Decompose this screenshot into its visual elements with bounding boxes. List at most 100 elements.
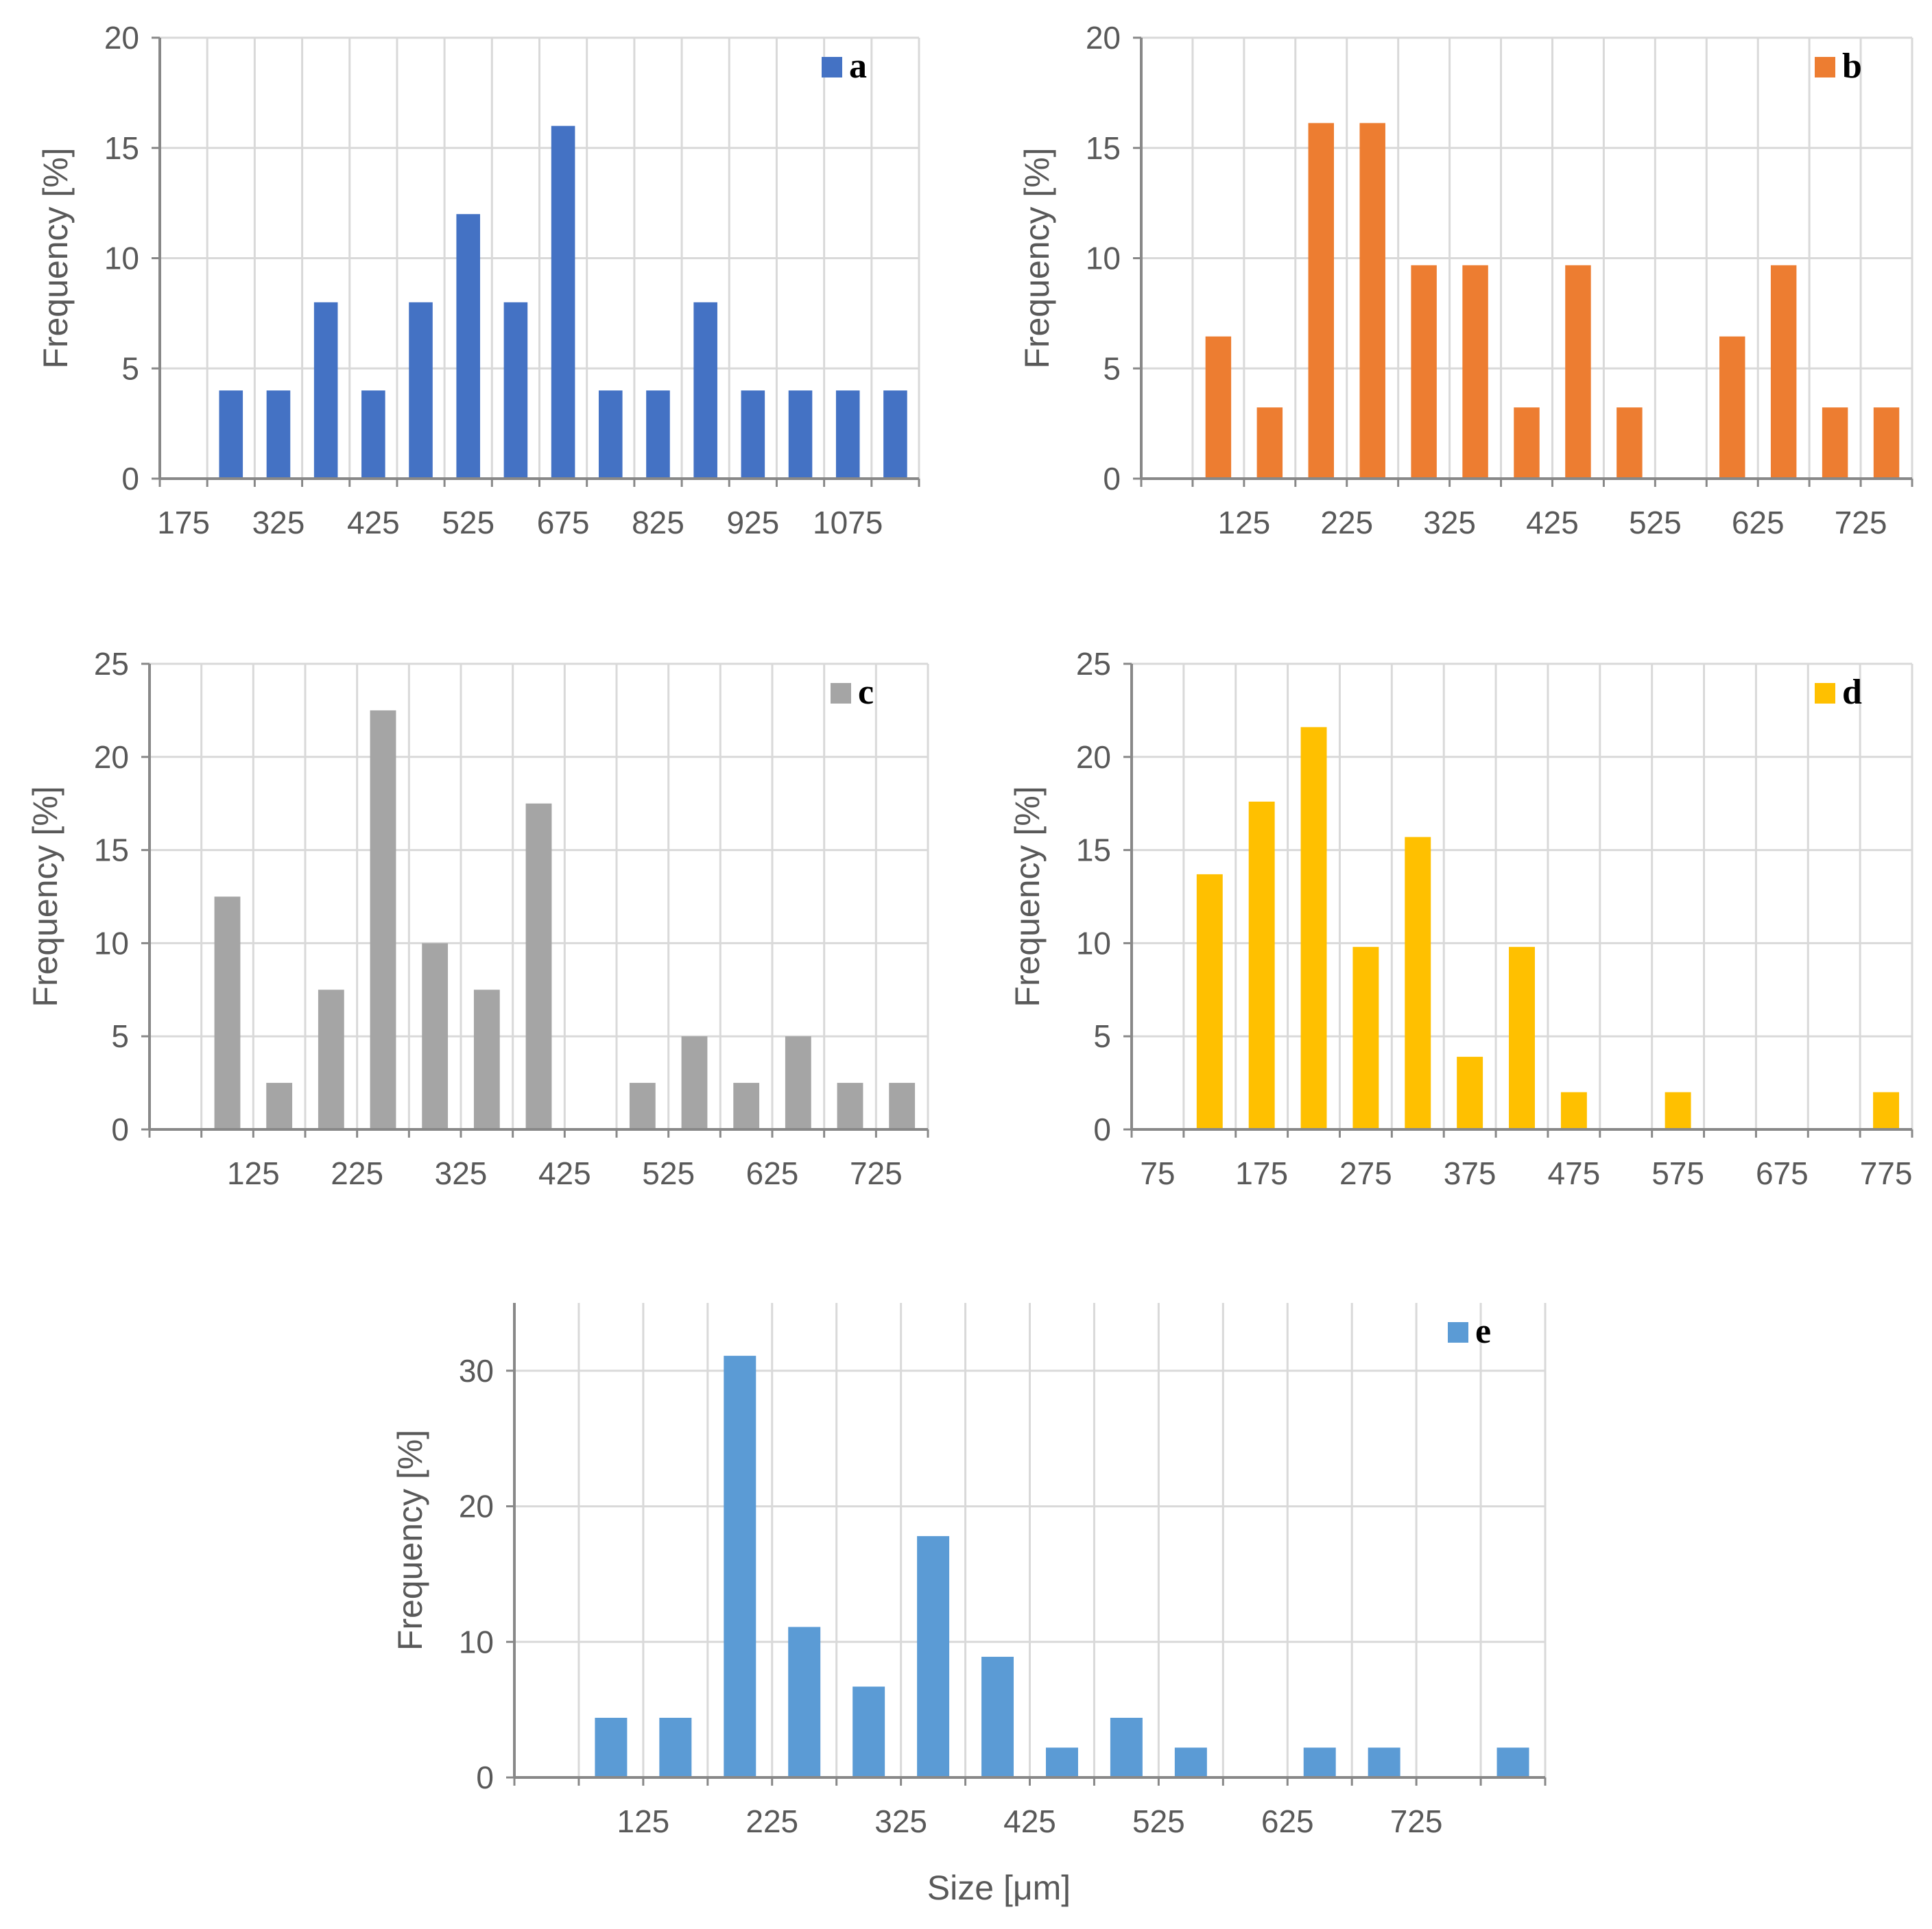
bar-e-3 <box>724 1356 756 1777</box>
bar-a-8 <box>551 125 575 479</box>
bar-e-5 <box>852 1686 885 1777</box>
bar-e-7 <box>981 1657 1014 1777</box>
bar-b-13 <box>1822 407 1848 479</box>
bar-a-9 <box>598 390 623 479</box>
x-tick-label: 75 <box>1140 1155 1175 1191</box>
bar-b-6 <box>1462 265 1488 479</box>
y-tick-label: 5 <box>121 350 139 386</box>
y-tick-label: 20 <box>1086 20 1121 56</box>
y-axis-title-b: Frequency [%] <box>1018 147 1056 368</box>
bar-a-7 <box>503 302 528 479</box>
chart-e: 0 10 20 30 125 225 325 425 525 625 725 Frequency [%… <box>391 1303 1547 1839</box>
y-axis-title-a: Frequency [%] <box>36 147 75 368</box>
bar-a-14 <box>835 390 860 479</box>
x-tick-label: 425 <box>1526 505 1579 540</box>
x-tick-label: 175 <box>1235 1155 1288 1191</box>
x-tick-label: 775 <box>1860 1155 1913 1191</box>
bar-b-11 <box>1719 336 1745 479</box>
bar-b-4 <box>1359 123 1385 479</box>
y-axis-title-d: Frequency [%] <box>1008 786 1047 1007</box>
y-tick-label: 20 <box>459 1489 494 1524</box>
y-tick-label: 30 <box>459 1353 494 1389</box>
y-tick-label: 5 <box>111 1018 129 1054</box>
bar-a-15 <box>883 390 907 479</box>
bar-d-5 <box>1405 837 1431 1129</box>
bar-d-2 <box>1248 801 1275 1129</box>
bar-e-2 <box>659 1718 692 1777</box>
bar-b-12 <box>1770 265 1797 479</box>
x-tick-label: 825 <box>632 505 684 540</box>
bar-c-2 <box>266 1083 293 1129</box>
y-tick-label: 20 <box>104 20 139 56</box>
bar-d-14 <box>1873 1092 1900 1129</box>
bar-b-14 <box>1873 407 1900 479</box>
x-tick-label: 925 <box>726 505 779 540</box>
legend-swatch-b <box>1815 57 1835 77</box>
bar-d-7 <box>1509 946 1535 1129</box>
bar-e-6 <box>917 1536 950 1777</box>
bar-d-8 <box>1560 1092 1587 1129</box>
y-tick-label: 10 <box>104 241 139 276</box>
bar-b-9 <box>1617 407 1643 479</box>
x-tick-label: 125 <box>227 1155 280 1191</box>
bar-e-4 <box>788 1627 821 1777</box>
chart-a: 0 5 10 15 20 175 325 425 525 675 825 925 1075 Frequen… <box>36 20 920 540</box>
bar-c-11 <box>733 1083 760 1129</box>
x-tick-label: 125 <box>617 1804 670 1839</box>
chart-b: 0 5 10 15 20 125 225 325 425 525 625 725 Frequency [… <box>1018 20 1913 540</box>
bar-b-2 <box>1256 407 1283 479</box>
bar-a-4 <box>361 390 385 479</box>
legend-swatch-d <box>1815 683 1835 704</box>
bar-d-10 <box>1665 1092 1691 1129</box>
x-tick-label: 325 <box>874 1804 927 1839</box>
x-tick-label: 725 <box>1390 1804 1443 1839</box>
bar-c-13 <box>837 1083 863 1129</box>
bar-c-10 <box>681 1036 708 1129</box>
bar-e-9 <box>1110 1718 1143 1777</box>
y-tick-label: 0 <box>476 1760 494 1795</box>
bar-a-6 <box>456 214 481 479</box>
y-tick-label: 0 <box>1093 1112 1111 1147</box>
bar-a-2 <box>266 390 291 479</box>
y-tick-label: 10 <box>1076 925 1111 961</box>
bar-b-1 <box>1205 336 1232 479</box>
y-axis-title-e: Frequency [%] <box>391 1430 429 1651</box>
x-tick-label: 425 <box>1003 1804 1056 1839</box>
bar-e-15 <box>1496 1747 1529 1777</box>
x-tick-label: 525 <box>1629 505 1682 540</box>
legend-label-c: c <box>858 673 874 712</box>
x-tick-label: 575 <box>1651 1155 1704 1191</box>
y-tick-label: 20 <box>94 739 129 775</box>
y-tick-label: 10 <box>459 1624 494 1660</box>
bar-c-6 <box>473 990 500 1129</box>
y-tick-label: 25 <box>94 646 129 682</box>
x-tick-label: 225 <box>746 1804 798 1839</box>
bar-d-6 <box>1457 1057 1483 1129</box>
x-axis-title: Size [μm] <box>927 1869 1071 1907</box>
y-axis-title-c: Frequency [%] <box>26 786 64 1007</box>
legend-label-e: e <box>1475 1312 1491 1351</box>
bar-e-8 <box>1045 1747 1078 1777</box>
x-tick-label: 125 <box>1217 505 1270 540</box>
legend-label-a: a <box>849 47 867 86</box>
bar-e-12 <box>1303 1747 1336 1777</box>
bar-c-14 <box>889 1083 916 1129</box>
bar-a-11 <box>693 302 717 479</box>
bar-c-3 <box>318 990 344 1129</box>
bar-a-3 <box>313 302 338 479</box>
x-tick-label: 325 <box>435 1155 488 1191</box>
bar-a-12 <box>741 390 765 479</box>
bar-c-9 <box>629 1083 656 1129</box>
y-tick-label: 5 <box>1093 1018 1111 1054</box>
x-tick-label: 325 <box>1423 505 1476 540</box>
bar-d-4 <box>1352 946 1379 1129</box>
y-tick-label: 0 <box>1103 461 1121 496</box>
x-tick-label: 625 <box>746 1155 799 1191</box>
y-tick-label: 15 <box>94 832 129 868</box>
x-tick-label: 625 <box>1261 1804 1314 1839</box>
x-tick-label: 225 <box>331 1155 383 1191</box>
bar-a-10 <box>646 390 670 479</box>
bar-c-1 <box>214 896 241 1129</box>
